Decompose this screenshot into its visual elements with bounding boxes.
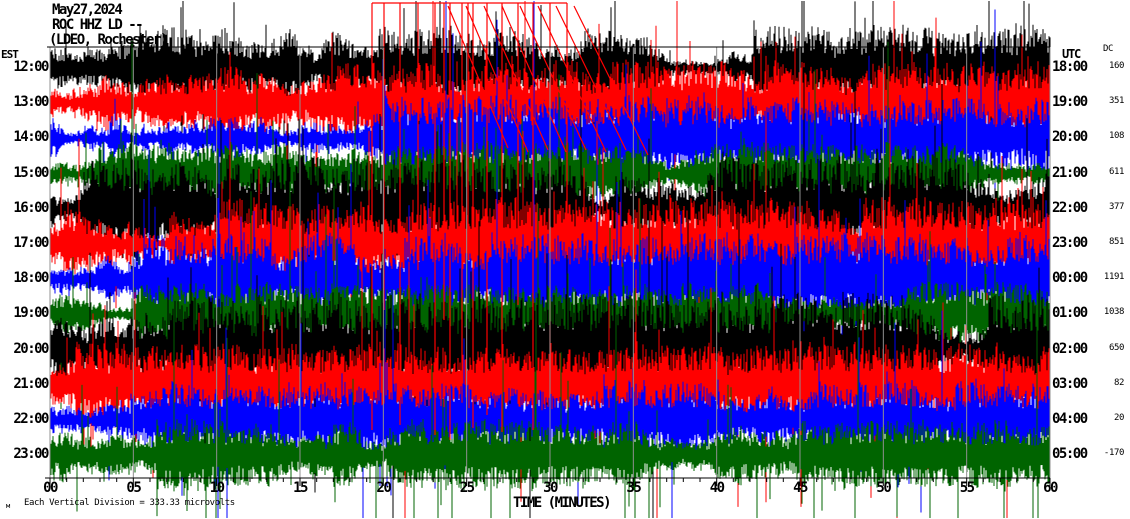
x-tick-label: 55 [959,480,975,496]
dc-offset-value: 611 [1108,166,1124,177]
utc-time-label: 21:00 [1052,164,1088,181]
x-axis-ticks [49,478,1051,486]
dc-offset-value: 1191 [1103,272,1124,283]
scale-footnote: Each Vertical Division = 333.33 microvol… [24,498,235,508]
utc-time-label: 04:00 [1052,411,1088,427]
utc-time-label: 02:00 [1052,340,1088,357]
x-tick-label: 60 [1043,480,1058,496]
utc-time-label: 00:00 [1052,270,1088,287]
clipped-event-overlay [371,2,649,440]
x-tick-label: 25 [459,480,475,496]
est-time-label: 20:00 [13,340,49,357]
x-tick-label: 50 [876,480,891,496]
plot-date: May27,2024 [52,2,123,18]
est-time-label: 23:00 [13,446,49,463]
dc-offset-value: 160 [1108,61,1124,71]
est-time-label: 17:00 [13,235,49,251]
dc-column-header: DC [1103,44,1114,54]
est-time-label: 16:00 [13,199,49,216]
station-channel: ROC HHZ LD -- [52,17,144,33]
utc-time-label: 05:00 [1052,446,1088,463]
dc-offset-value: 108 [1108,131,1124,142]
x-tick-label: 00 [43,480,58,496]
x-tick-label: 45 [793,480,808,496]
dc-offset-value: 650 [1108,342,1124,353]
est-time-label: 22:00 [13,411,49,427]
station-location: (LDEO, Rochester) [49,32,168,48]
dc-offset-value: 20 [1113,413,1124,423]
utc-time-label: 18:00 [1052,59,1088,75]
utc-time-label: 22:00 [1052,199,1088,216]
x-tick-label: 30 [543,480,558,496]
x-tick-label: 15 [293,480,308,496]
est-time-label: 13:00 [13,94,49,111]
x-tick-label: 35 [626,480,641,496]
est-time-label: 12:00 [13,59,49,75]
est-time-label: 15:00 [13,164,49,181]
dc-offset-value: 351 [1108,96,1124,107]
right-timezone-label: UTC [1062,47,1081,61]
dc-offset-value: 377 [1108,201,1124,212]
utc-time-label: 01:00 [1052,305,1088,322]
utc-time-label: 03:00 [1052,375,1088,392]
est-time-label: 21:00 [13,375,49,392]
dc-offset-value: 1038 [1103,307,1124,318]
left-timezone-label: EST [1,48,19,61]
est-time-label: 18:00 [13,270,49,287]
footnote-mark: м [6,502,10,510]
dc-offset-value: 851 [1108,237,1124,247]
utc-time-label: 23:00 [1052,235,1088,251]
x-tick-label: 05 [126,480,141,496]
x-tick-label: 20 [376,480,391,496]
utc-time-label: 19:00 [1052,94,1088,111]
x-tick-label: 40 [709,480,725,496]
x-tick-label: 10 [209,480,225,496]
dc-offset-value: 82 [1113,377,1124,388]
est-time-label: 14:00 [13,129,49,146]
x-axis-title: TIME (MINUTES) [513,495,612,511]
est-time-label: 19:00 [13,305,49,322]
dc-offset-value: -170 [1103,448,1124,459]
utc-time-label: 20:00 [1052,129,1088,146]
